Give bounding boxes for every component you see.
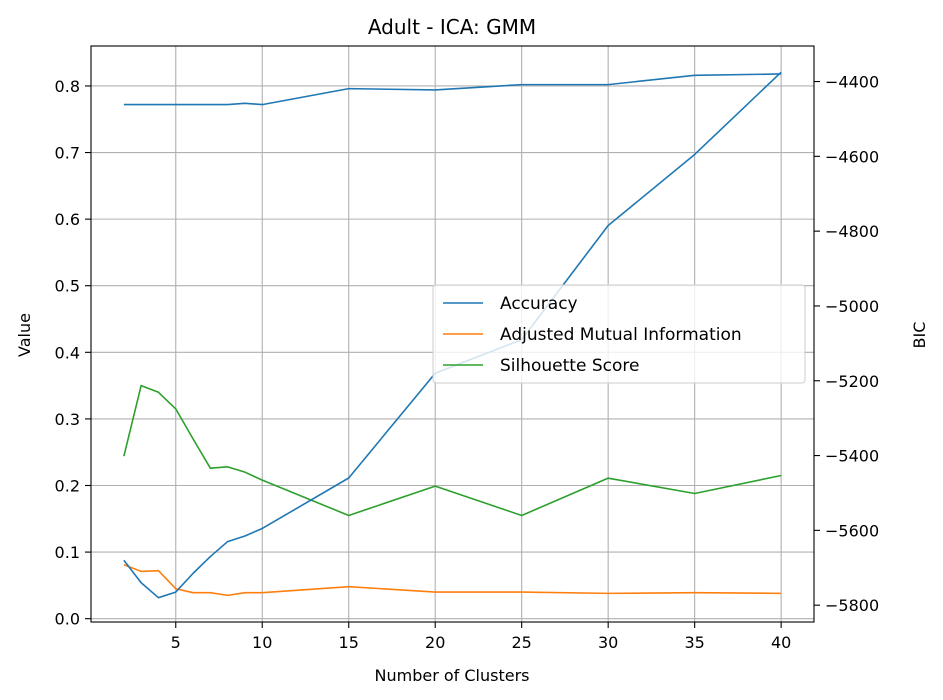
y2-tick-label: −5600 — [825, 521, 879, 540]
legend-label: Accuracy — [500, 294, 578, 314]
y-tick-label: 0.4 — [55, 343, 80, 362]
y-tick-label: 0.3 — [55, 410, 80, 429]
ticks-layer: 5 10 15 20 25 30 35 40 0.0 0.1 0.2 0.3 0.4 0.5 0.6 0.7 0… — [55, 73, 880, 652]
y-tick-label: 0.5 — [55, 277, 80, 296]
y2-tick-label: −4600 — [825, 147, 879, 166]
series-line-silhouette-score — [123, 384, 782, 517]
y-tick-label: 0.8 — [55, 77, 80, 96]
y2-tick-label: −5800 — [825, 596, 879, 615]
y-tick-label: 0.6 — [55, 210, 80, 229]
x-tick-label: 40 — [771, 633, 791, 652]
series-line-bic — [123, 71, 782, 599]
y-tick-label: 0.2 — [55, 476, 80, 495]
x-tick-label: 5 — [171, 633, 181, 652]
y2-tick-label: −5200 — [825, 372, 879, 391]
y2-axis-title: BIC — [910, 322, 929, 349]
x-tick-label: 25 — [512, 633, 532, 652]
x-tick-label: 15 — [339, 633, 359, 652]
series-layer — [123, 71, 782, 599]
series-line-adjusted-mutual-information — [123, 563, 782, 597]
chart-title: Adult - ICA: GMM — [368, 15, 536, 39]
legend-box — [432, 284, 806, 384]
y-tick-label: 0.1 — [55, 543, 80, 562]
x-tick-label: 20 — [425, 633, 445, 652]
legend-label: Adjusted Mutual Information — [500, 325, 742, 345]
x-tick-label: 10 — [252, 633, 272, 652]
legend: Accuracy Adjusted Mutual Information Silho… — [432, 284, 806, 384]
axes-layer — [90, 45, 815, 623]
legend-label: Silhouette Score — [500, 356, 639, 376]
y-tick-label: 0.7 — [55, 144, 80, 163]
y2-tick-label: −5000 — [825, 297, 879, 316]
x-tick-label: 35 — [684, 633, 704, 652]
x-axis-title: Number of Clusters — [375, 666, 530, 685]
y2-tick-label: −4800 — [825, 222, 879, 241]
y2-tick-label: −4400 — [825, 73, 879, 92]
y-axis-title: Value — [15, 313, 34, 357]
x-tick-label: 30 — [598, 633, 618, 652]
series-line-accuracy — [123, 73, 782, 106]
y2-tick-label: −5400 — [825, 447, 879, 466]
plot-frame — [90, 45, 815, 623]
y-tick-label: 0.0 — [55, 610, 80, 629]
